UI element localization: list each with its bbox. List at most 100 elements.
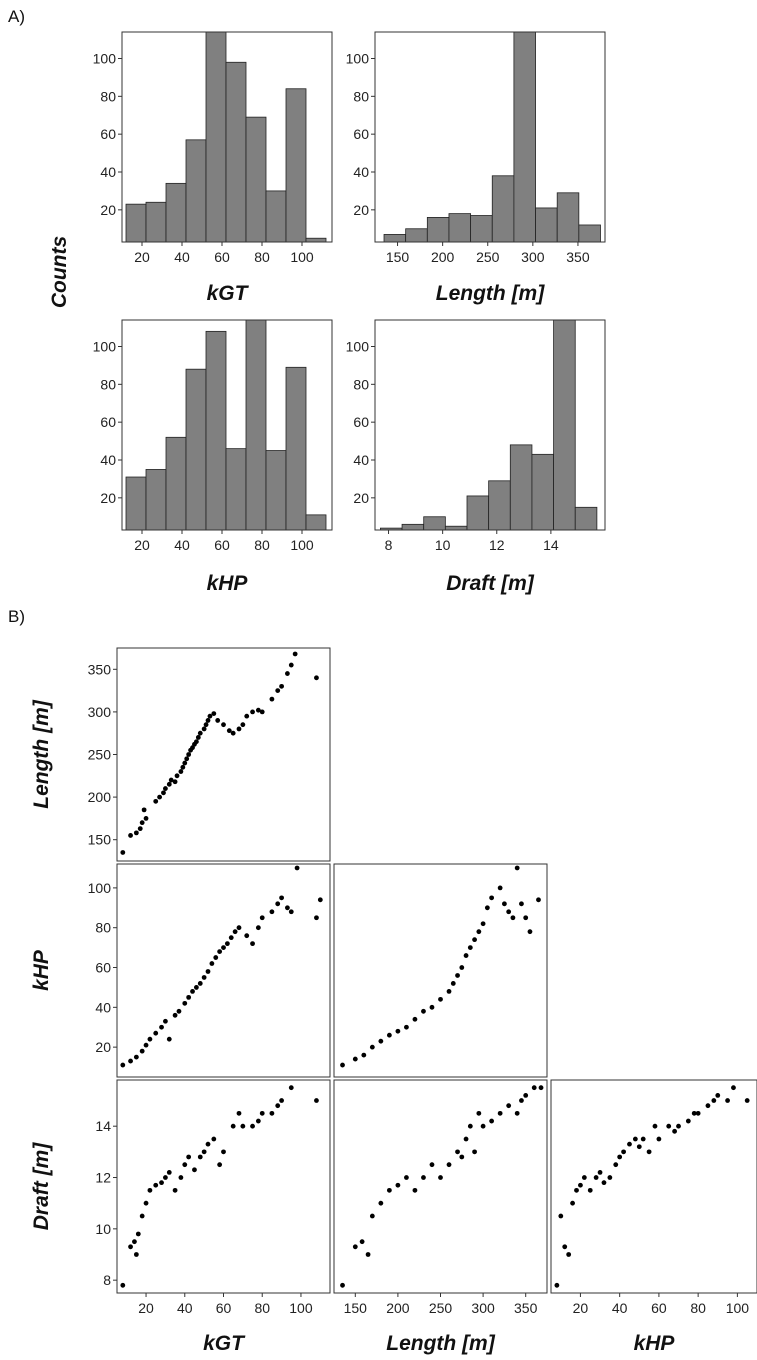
scatter-point [195, 735, 201, 740]
histogram-bar [165, 436, 187, 530]
scatter-point [163, 1018, 168, 1024]
x-tick-label: 150 [386, 249, 410, 265]
scatter-point [558, 1213, 564, 1219]
scatter-point [617, 1154, 623, 1160]
y-tick-label: 60 [353, 126, 369, 142]
y-tick-label: 100 [346, 50, 370, 66]
scatter-point [139, 1048, 145, 1054]
scatter-point [463, 1136, 469, 1142]
scatter-point [279, 1098, 284, 1103]
scatter-point [285, 671, 290, 676]
scatter-point [314, 915, 319, 921]
scatter-point [186, 1154, 192, 1160]
scatter-point [369, 1044, 375, 1050]
scatter-point [359, 1239, 365, 1245]
x-tick-label: 60 [214, 537, 230, 553]
y-tick-label: 250 [88, 747, 112, 763]
scatter-point [523, 1092, 529, 1098]
scatter-point [182, 1162, 188, 1168]
histogram-bar [426, 217, 450, 242]
scatter-point [178, 1175, 184, 1180]
scatter-point [143, 816, 149, 821]
x-axis-label: kHP [634, 1332, 676, 1355]
histogram-bar [305, 514, 327, 530]
scatter-point [157, 794, 163, 800]
scatter-point [455, 1149, 460, 1155]
plot-area [383, 32, 601, 242]
y-tick-label: 40 [95, 999, 111, 1015]
chart-10: 20 40 60 80 100 kHP [550, 1079, 757, 1355]
scatter-point [438, 1175, 443, 1180]
plot-area [120, 865, 323, 1068]
x-tick-label: 80 [254, 1300, 270, 1316]
scatter-point [497, 1110, 503, 1116]
scatter-point [288, 1085, 294, 1091]
scatter-point [467, 1123, 473, 1129]
x-axis-label: kHP [207, 572, 249, 595]
plot-frame [121, 319, 333, 531]
scatter-point [292, 651, 298, 657]
scatter-point [317, 897, 323, 903]
scatter-point [190, 989, 195, 994]
histogram-bar [245, 116, 267, 242]
scatter-point [523, 915, 529, 921]
scatter-point [172, 1187, 178, 1193]
scatter-point [259, 915, 265, 921]
scatter-point [593, 1175, 599, 1180]
panel-label-a: A) [8, 7, 25, 26]
scatter-point [489, 895, 495, 901]
chart-2: 150 200 250 300 350 20 40 60 80 100 Length [m] [346, 31, 606, 305]
y-tick-label: 20 [353, 202, 369, 218]
scatter-point [480, 1123, 486, 1129]
scatter-point [226, 728, 232, 734]
scatter-point [566, 1252, 572, 1257]
scatter-point [506, 1103, 512, 1109]
scatter-point [201, 975, 207, 980]
scatter-point [314, 675, 319, 681]
x-tick-label: 300 [471, 1300, 495, 1316]
scatter-point [269, 909, 275, 915]
scatter-point [519, 901, 524, 907]
x-tick-label: 200 [431, 249, 455, 265]
scatter-point [731, 1085, 736, 1091]
scatter-point [193, 739, 199, 745]
scatter-point [201, 726, 207, 732]
scatter-point [217, 1162, 223, 1168]
plot-area [125, 320, 327, 530]
scatter-point [250, 1123, 255, 1129]
scatter-point [279, 683, 284, 689]
scatter-point [259, 709, 265, 715]
x-tick-label: 350 [514, 1300, 538, 1316]
scatter-point [421, 1008, 426, 1014]
plot-frame [374, 31, 606, 243]
scatter-point [279, 895, 284, 901]
scatter-point [531, 1085, 537, 1091]
scatter-point [514, 1110, 520, 1116]
scatter-point [244, 933, 250, 939]
scatter-point [613, 1162, 619, 1168]
x-tick-label: 80 [254, 249, 270, 265]
x-tick-label: 12 [489, 537, 505, 553]
histogram-bar [285, 88, 307, 242]
x-tick-label: 150 [344, 1300, 368, 1316]
scatter-point [128, 1058, 133, 1064]
x-tick-label: 20 [134, 249, 150, 265]
scatter-point [209, 961, 215, 966]
scatter-point [143, 1200, 149, 1206]
y-tick-label: 14 [95, 1118, 111, 1134]
y-tick-label: 200 [88, 789, 112, 805]
scatter-point [472, 1149, 477, 1155]
scatter-point [250, 709, 255, 715]
x-tick-label: 80 [690, 1300, 706, 1316]
scatter-point [340, 1282, 345, 1288]
x-tick-label: 8 [385, 537, 393, 553]
scatter-point [236, 726, 242, 732]
plot-area [340, 865, 541, 1068]
x-tick-label: 100 [289, 1300, 313, 1316]
scatter-point [197, 730, 203, 736]
scatter-point [211, 711, 217, 717]
scatter-point [255, 707, 261, 713]
scatter-point [161, 790, 166, 796]
scatter-point [480, 921, 486, 927]
